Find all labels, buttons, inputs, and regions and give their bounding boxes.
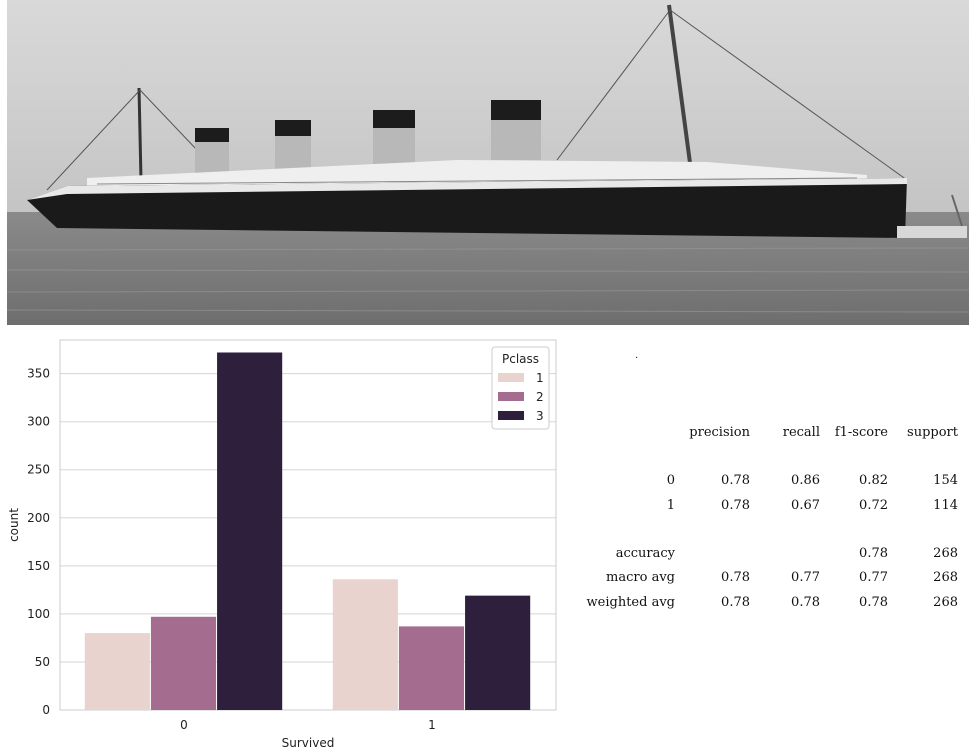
x-tick-label: 0 — [180, 718, 188, 732]
report-cell: 268 — [933, 595, 958, 610]
legend-entry: 3 — [536, 409, 544, 423]
legend-title: Pclass — [502, 352, 539, 366]
legend-entry: 2 — [536, 390, 544, 404]
bar-survived-1-pclass-3 — [465, 595, 531, 710]
bar-survived-1-pclass-1 — [332, 579, 398, 710]
report-cell: 0.78 — [721, 473, 750, 488]
legend-swatch — [498, 392, 524, 401]
y-tick-labels: 0 50 100 150 200 250 300 350 — [27, 367, 50, 717]
report-cell: 268 — [933, 570, 958, 585]
legend-box — [491, 346, 550, 430]
bar-survived-0-pclass-2 — [150, 616, 217, 710]
report-header-f1-score: f1-score — [834, 425, 888, 440]
y-tick-label: 300 — [27, 415, 50, 429]
report-cell: 0.78 — [859, 595, 888, 610]
report-cell: 0.67 — [791, 498, 820, 513]
plot-frame — [59, 339, 557, 711]
report-row-label: 0 — [666, 473, 675, 488]
report-cell: 0.78 — [791, 595, 820, 610]
report-cell: 268 — [933, 546, 958, 561]
report-cell: 0.72 — [859, 498, 888, 513]
x-tick-label: 1 — [428, 718, 436, 732]
x-axis-label: Survived — [282, 736, 335, 750]
legend-swatch — [498, 373, 524, 382]
report-cell: 0.78 — [859, 546, 888, 561]
report-row-label: weighted avg — [586, 595, 675, 610]
legend: Pclass 1 2 3 — [491, 346, 550, 430]
y-tick-label: 150 — [27, 559, 50, 573]
y-axis-label: count — [7, 508, 21, 542]
report-cell: 0.82 — [859, 473, 888, 488]
legend-entry: 1 — [536, 371, 544, 385]
report-cell: 0.78 — [721, 498, 750, 513]
stray-dot: . — [635, 350, 639, 361]
report-header-recall: recall — [782, 425, 820, 440]
bar-survived-1-pclass-2 — [398, 626, 465, 710]
report-header-precision: precision — [689, 425, 750, 440]
report-cell: 0.78 — [721, 570, 750, 585]
report-cell: 0.78 — [721, 595, 750, 610]
y-tick-label: 250 — [27, 463, 50, 477]
bars — [84, 352, 531, 710]
report-cell: 0.77 — [859, 570, 888, 585]
bar-survived-0-pclass-1 — [84, 633, 150, 710]
report-cell: 0.86 — [791, 473, 820, 488]
report-cell: 154 — [933, 473, 958, 488]
report-header-support: support — [907, 425, 958, 440]
ship-photo — [7, 0, 969, 325]
report-cell: 0.77 — [791, 570, 820, 585]
legend-swatch — [498, 411, 524, 420]
report-row-label: macro avg — [606, 570, 675, 585]
y-tick-label: 350 — [27, 367, 50, 381]
y-tick-label: 200 — [27, 511, 50, 525]
y-tick-label: 0 — [42, 703, 50, 717]
classification-report: . precision recall f1-score support 0 0.78 0.8… — [575, 350, 975, 630]
report-cell: 114 — [933, 498, 958, 513]
y-tick-label: 50 — [35, 655, 50, 669]
bar-survived-0-pclass-3 — [217, 352, 283, 710]
report-row-label: accuracy — [615, 546, 675, 561]
report-row-label: 1 — [666, 498, 675, 513]
y-tick-label: 100 — [27, 607, 50, 621]
